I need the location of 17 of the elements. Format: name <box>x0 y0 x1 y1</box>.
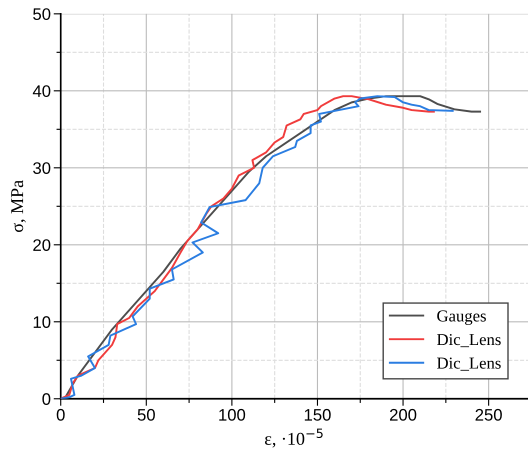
x-tick-label: 150 <box>304 408 331 421</box>
y-tick-label: 20 <box>33 239 50 251</box>
x-tick-label: 200 <box>390 408 416 421</box>
legend-label: Gauges <box>437 310 486 325</box>
y-tick-label: 0 <box>42 393 50 405</box>
legend-label: Dic_Lens <box>437 334 501 348</box>
legend-label: Dic_Lens <box>437 358 501 371</box>
x-tick-label: 250 <box>476 408 502 421</box>
x-tick-label: 50 <box>138 408 155 421</box>
x-tick-label: 100 <box>219 408 246 421</box>
y-tick-label: 40 <box>32 85 50 98</box>
y-tick-label: 30 <box>33 162 50 174</box>
y-tick-label: 10 <box>34 316 50 328</box>
y-axis-title: σ, MPa <box>11 180 26 232</box>
x-axis-title: ε, ·10$^{−5}$ <box>264 428 323 448</box>
y-tick-label: 50 <box>33 8 50 20</box>
x-tick-label: 0 <box>56 408 65 421</box>
